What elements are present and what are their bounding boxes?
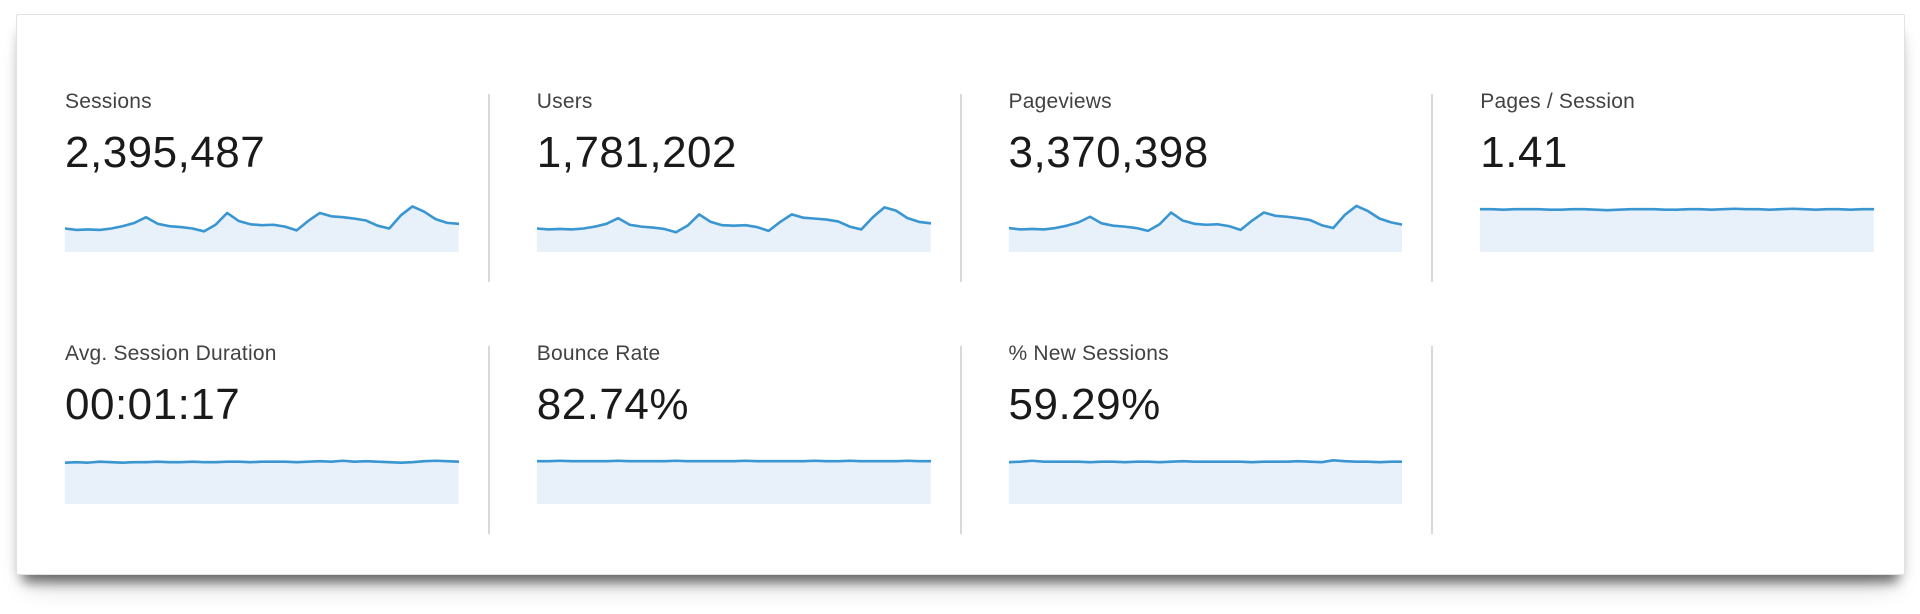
metrics-grid: Sessions 2,395,487 Users 1,781,202 Pagev… — [17, 15, 1904, 574]
metric-card-users[interactable]: Users 1,781,202 — [489, 15, 962, 282]
metric-card-pageviews[interactable]: Pageviews 3,370,398 — [961, 15, 1433, 282]
metric-card-new-sessions[interactable]: % New Sessions 59.29% — [961, 267, 1433, 574]
metric-value-avg-session-duration: 00:01:17 — [65, 380, 241, 429]
metric-label-avg-session-duration: Avg. Session Duration — [65, 342, 277, 365]
sparkline-users — [536, 202, 931, 252]
sparkline-bounce-rate — [536, 454, 931, 504]
metric-card-avg-session-duration[interactable]: Avg. Session Duration 00:01:17 — [17, 267, 490, 574]
metric-card-pages-per-session[interactable]: Pages / Session 1.41 — [1432, 15, 1904, 267]
metric-label-sessions: Sessions — [65, 90, 152, 113]
metric-card-bounce-rate[interactable]: Bounce Rate 82.74% — [489, 267, 962, 574]
metric-card-sessions[interactable]: Sessions 2,395,487 — [17, 15, 490, 282]
sparkline-pageviews — [1008, 202, 1403, 252]
sparkline-pages-per-session — [1480, 202, 1874, 252]
metric-value-new-sessions: 59.29% — [1008, 380, 1161, 429]
metric-value-bounce-rate: 82.74% — [536, 380, 689, 429]
sparkline-new-sessions — [1008, 454, 1403, 504]
sparkline-avg-session-duration — [65, 454, 459, 504]
metric-label-users: Users — [536, 90, 593, 113]
metric-label-pages-per-session: Pages / Session — [1480, 90, 1636, 113]
metric-label-new-sessions: % New Sessions — [1008, 342, 1169, 365]
metrics-panel: Sessions 2,395,487 Users 1,781,202 Pagev… — [16, 14, 1905, 575]
metric-label-bounce-rate: Bounce Rate — [536, 342, 661, 365]
metric-value-users: 1,781,202 — [536, 128, 737, 177]
empty-grid-cell — [1432, 267, 1904, 574]
metric-value-pages-per-session: 1.41 — [1480, 128, 1568, 177]
metric-label-pageviews: Pageviews — [1008, 90, 1112, 113]
metric-value-sessions: 2,395,487 — [65, 128, 266, 177]
metric-value-pageviews: 3,370,398 — [1008, 128, 1209, 177]
sparkline-sessions — [65, 202, 459, 252]
